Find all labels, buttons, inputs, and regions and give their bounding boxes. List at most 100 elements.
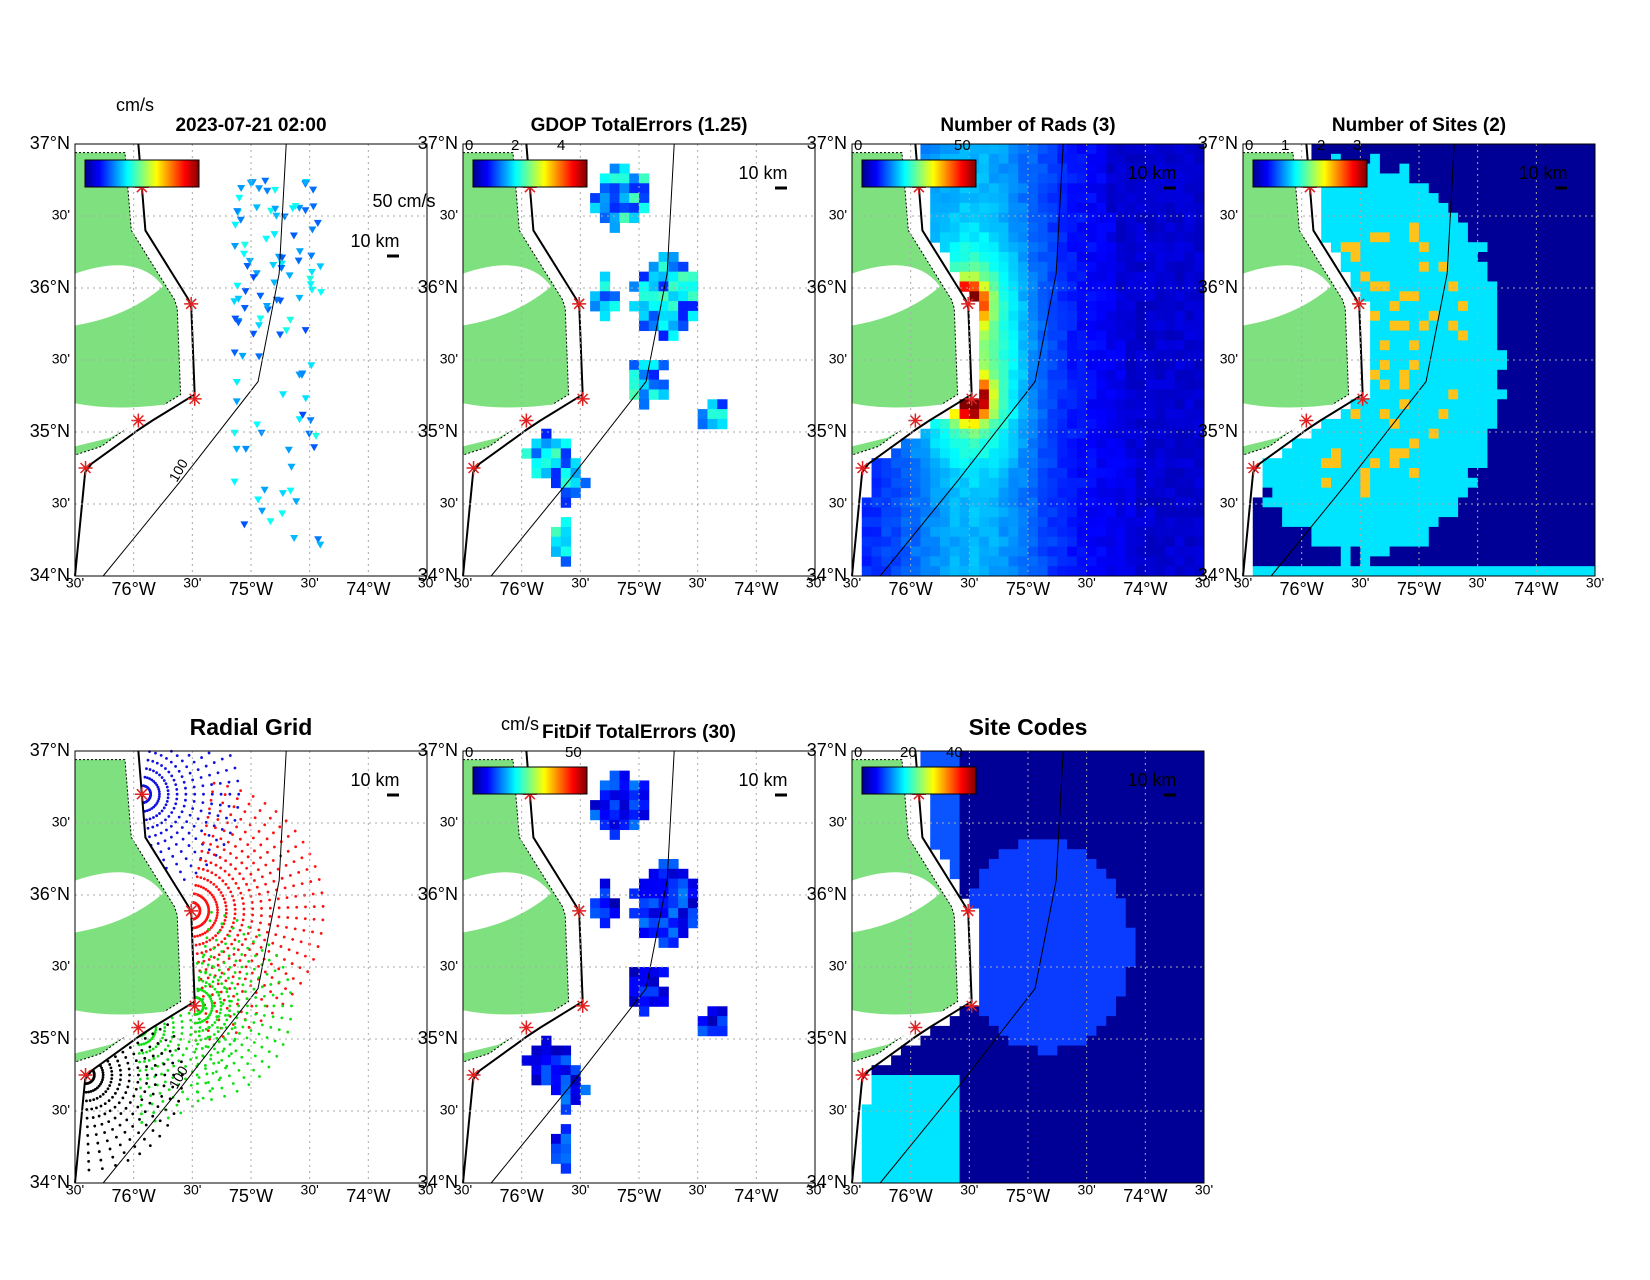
data-cell bbox=[1556, 448, 1566, 458]
radial-grid-point bbox=[174, 802, 177, 805]
data-cell bbox=[1155, 448, 1165, 458]
data-cell bbox=[1448, 331, 1458, 341]
data-cell bbox=[1155, 497, 1165, 507]
data-cell bbox=[1439, 331, 1449, 341]
data-cell bbox=[1184, 154, 1194, 164]
data-cell bbox=[619, 800, 629, 810]
data-cell bbox=[1478, 232, 1488, 242]
radial-grid-point bbox=[250, 1029, 253, 1032]
data-cell bbox=[1106, 399, 1116, 409]
radial-grid-point bbox=[158, 790, 161, 793]
data-cell bbox=[1585, 262, 1595, 272]
data-cell bbox=[1517, 331, 1527, 341]
data-cell bbox=[1028, 232, 1038, 242]
data-cell bbox=[881, 478, 891, 488]
data-cell bbox=[1136, 183, 1146, 193]
data-cell bbox=[1145, 458, 1155, 468]
radial-grid-point bbox=[180, 1060, 183, 1063]
radial-grid-point bbox=[207, 851, 210, 854]
radial-grid-point bbox=[157, 1042, 160, 1045]
data-cell bbox=[1478, 488, 1488, 498]
data-cell bbox=[1360, 547, 1370, 557]
data-cell bbox=[1136, 291, 1146, 301]
radial-grid-point bbox=[264, 883, 267, 886]
radial-grid-point bbox=[166, 1023, 169, 1026]
data-cell bbox=[999, 399, 1009, 409]
data-cell bbox=[678, 321, 688, 331]
data-cell bbox=[1370, 497, 1380, 507]
radial-grid-point bbox=[242, 877, 245, 880]
data-cell bbox=[1165, 839, 1175, 849]
data-cell bbox=[1155, 389, 1165, 399]
data-cell bbox=[1126, 203, 1136, 213]
radial-grid-point bbox=[207, 928, 210, 931]
data-cell bbox=[1351, 262, 1361, 272]
data-cell bbox=[1575, 429, 1585, 439]
colorbar-tick-label: 0 bbox=[1245, 137, 1253, 154]
data-cell bbox=[1057, 977, 1067, 987]
data-cell bbox=[1126, 830, 1136, 840]
data-cell bbox=[1155, 898, 1165, 908]
data-cell bbox=[1527, 321, 1537, 331]
data-cell bbox=[989, 800, 999, 810]
data-cell bbox=[1067, 173, 1077, 183]
data-cell bbox=[1116, 340, 1126, 350]
data-cell bbox=[1077, 213, 1087, 223]
x-tick-label: 30' bbox=[301, 1182, 319, 1198]
radial-grid-point bbox=[211, 1087, 214, 1090]
data-cell bbox=[1497, 350, 1507, 360]
radial-grid-point bbox=[257, 868, 260, 871]
data-cell bbox=[1351, 281, 1361, 291]
data-cell bbox=[1145, 497, 1155, 507]
data-cell bbox=[950, 262, 960, 272]
data-cell bbox=[1145, 468, 1155, 478]
data-cell bbox=[1018, 790, 1028, 800]
data-cell bbox=[1448, 468, 1458, 478]
data-cell bbox=[1448, 262, 1458, 272]
data-cell bbox=[1106, 888, 1116, 898]
data-cell bbox=[1527, 547, 1537, 557]
data-cell bbox=[1370, 203, 1380, 213]
data-cell bbox=[1096, 810, 1106, 820]
data-cell bbox=[1380, 370, 1390, 380]
data-cell bbox=[1106, 869, 1116, 879]
data-cell bbox=[1409, 517, 1419, 527]
data-cell bbox=[1126, 556, 1136, 566]
radial-grid-point bbox=[241, 850, 244, 853]
data-cell bbox=[1028, 173, 1038, 183]
radial-grid-point bbox=[126, 1086, 129, 1089]
radial-grid-point bbox=[196, 962, 199, 965]
data-cell bbox=[1136, 566, 1146, 576]
data-cell bbox=[1351, 232, 1361, 242]
radial-grid-point bbox=[143, 1090, 146, 1093]
data-cell bbox=[1556, 281, 1566, 291]
data-cell bbox=[1136, 537, 1146, 547]
data-cell bbox=[1136, 458, 1146, 468]
data-cell bbox=[531, 448, 541, 458]
data-cell bbox=[1331, 193, 1341, 203]
x-tick-label: 76°W bbox=[500, 579, 544, 599]
colorbar bbox=[473, 767, 587, 794]
data-cell bbox=[1517, 232, 1527, 242]
data-cell bbox=[1077, 918, 1087, 928]
data-cell bbox=[1575, 173, 1585, 183]
data-cell bbox=[1057, 301, 1067, 311]
radial-grid-point bbox=[162, 1033, 165, 1036]
data-cell bbox=[989, 869, 999, 879]
radial-grid-point bbox=[164, 1048, 167, 1051]
data-cell bbox=[969, 751, 979, 761]
data-cell bbox=[1409, 321, 1419, 331]
data-cell bbox=[1311, 537, 1321, 547]
data-cell bbox=[1487, 537, 1497, 547]
data-cell bbox=[1585, 507, 1595, 517]
data-cell bbox=[1468, 193, 1478, 203]
data-cell bbox=[629, 908, 639, 918]
data-cell bbox=[1145, 957, 1155, 967]
data-cell bbox=[920, 488, 930, 498]
data-cell bbox=[891, 468, 901, 478]
data-cell bbox=[999, 918, 1009, 928]
data-cell bbox=[999, 193, 1009, 203]
radial-grid-point bbox=[247, 1049, 250, 1052]
data-cell bbox=[1106, 419, 1116, 429]
data-cell bbox=[1194, 380, 1204, 390]
